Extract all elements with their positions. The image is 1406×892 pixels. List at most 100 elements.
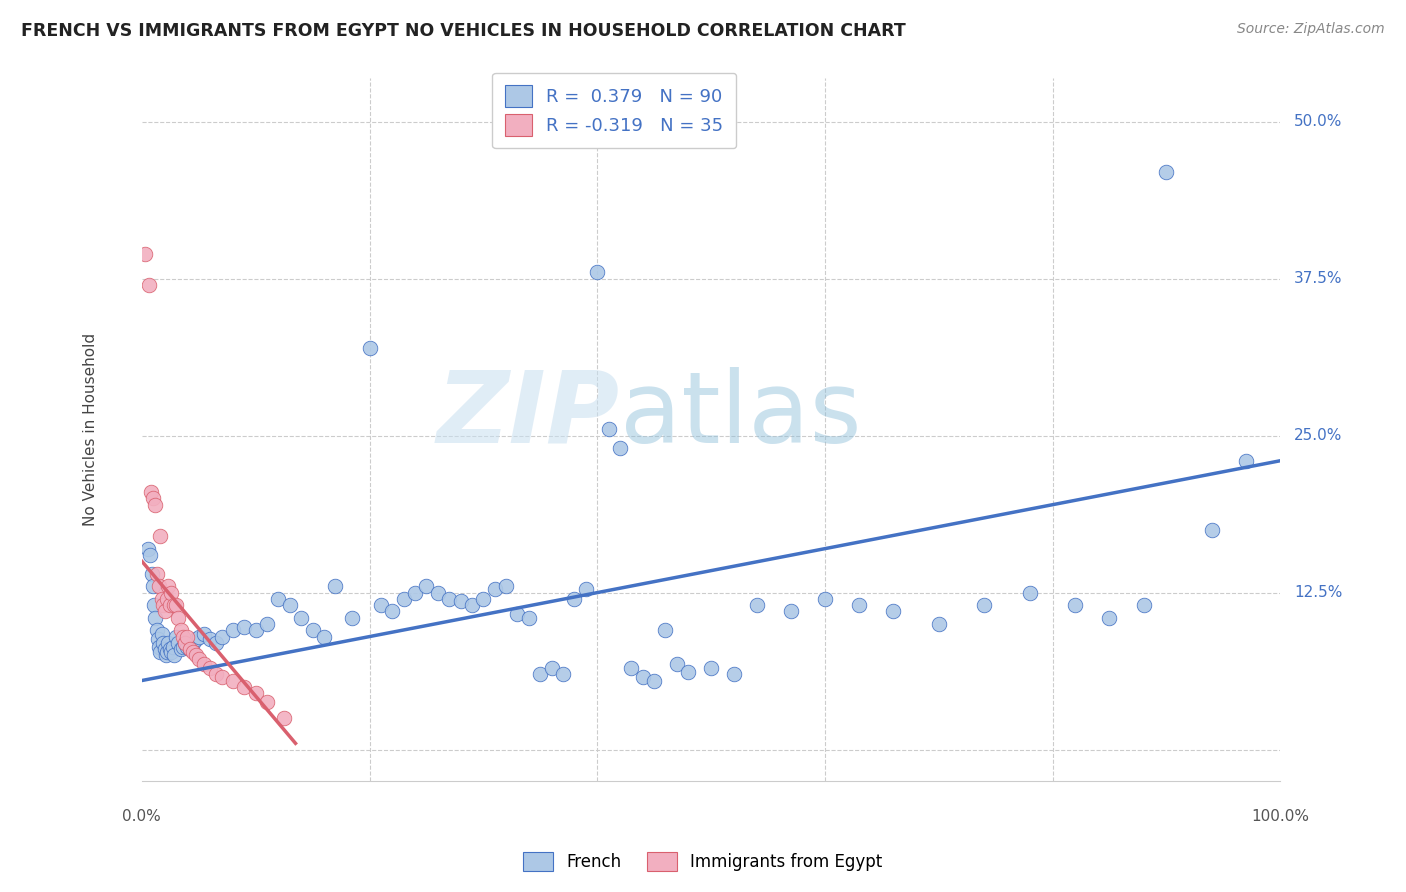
Point: [461, 598, 484, 612]
Text: 12.5%: 12.5%: [1294, 585, 1343, 600]
Point: [1156, 165, 1178, 179]
Point: [342, 611, 364, 625]
Point: [1098, 611, 1121, 625]
Point: [159, 642, 181, 657]
Point: [551, 667, 574, 681]
Point: [186, 632, 208, 646]
Point: [143, 598, 166, 612]
Point: [700, 661, 723, 675]
Point: [529, 667, 551, 681]
Point: [205, 636, 228, 650]
Point: [564, 591, 586, 606]
Point: [136, 541, 159, 556]
Point: [176, 630, 198, 644]
Point: [575, 582, 598, 596]
Point: [245, 624, 267, 638]
Point: [145, 498, 167, 512]
Text: 100.0%: 100.0%: [1251, 809, 1309, 824]
Point: [273, 711, 295, 725]
Point: [181, 636, 204, 650]
Point: [153, 642, 176, 657]
Point: [169, 642, 191, 657]
Point: [245, 686, 267, 700]
Point: [149, 529, 172, 543]
Point: [1132, 598, 1154, 612]
Point: [150, 627, 173, 641]
Point: [654, 624, 676, 638]
Point: [172, 640, 194, 654]
Point: [174, 636, 197, 650]
Point: [359, 341, 381, 355]
Point: [540, 661, 562, 675]
Point: [150, 591, 173, 606]
Point: [267, 591, 290, 606]
Point: [148, 579, 170, 593]
Point: [256, 617, 278, 632]
Point: [174, 636, 197, 650]
Point: [370, 598, 392, 612]
Point: [193, 627, 215, 641]
Point: [450, 594, 472, 608]
Point: [160, 585, 183, 599]
Point: [278, 598, 301, 612]
Point: [193, 657, 215, 672]
Point: [172, 630, 194, 644]
Text: No Vehicles in Household: No Vehicles in Household: [83, 333, 98, 526]
Point: [779, 604, 801, 618]
Point: [181, 645, 204, 659]
Point: [609, 441, 631, 455]
Point: [665, 657, 688, 672]
Point: [142, 491, 165, 506]
Text: FRENCH VS IMMIGRANTS FROM EGYPT NO VEHICLES IN HOUSEHOLD CORRELATION CHART: FRENCH VS IMMIGRANTS FROM EGYPT NO VEHIC…: [21, 22, 905, 40]
Point: [176, 640, 198, 654]
Point: [745, 598, 768, 612]
Point: [517, 611, 540, 625]
Point: [233, 680, 256, 694]
Point: [437, 591, 460, 606]
Point: [156, 579, 179, 593]
Text: 0.0%: 0.0%: [122, 809, 162, 824]
Point: [141, 566, 163, 581]
Point: [598, 422, 620, 436]
Point: [165, 598, 187, 612]
Point: [187, 630, 209, 644]
Point: [148, 640, 170, 654]
Point: [162, 640, 184, 654]
Point: [643, 673, 665, 688]
Point: [290, 611, 312, 625]
Point: [484, 582, 506, 596]
Point: [631, 670, 654, 684]
Point: [928, 617, 950, 632]
Point: [156, 636, 179, 650]
Point: [312, 630, 335, 644]
Point: [586, 265, 609, 279]
Point: [145, 566, 167, 581]
Point: [1234, 454, 1257, 468]
Point: [134, 246, 156, 260]
Point: [211, 670, 233, 684]
Legend: R =  0.379   N = 90, R = -0.319   N = 35: R = 0.379 N = 90, R = -0.319 N = 35: [492, 72, 737, 148]
Point: [973, 598, 995, 612]
Point: [233, 619, 256, 633]
Point: [145, 611, 167, 625]
Point: [723, 667, 745, 681]
Point: [426, 585, 449, 599]
Point: [222, 673, 245, 688]
Text: ZIP: ZIP: [437, 367, 620, 464]
Point: [1018, 585, 1040, 599]
Point: [495, 579, 517, 593]
Point: [848, 598, 870, 612]
Point: [187, 652, 209, 666]
Text: atlas: atlas: [620, 367, 862, 464]
Point: [163, 648, 186, 663]
Point: [814, 591, 837, 606]
Point: [211, 630, 233, 644]
Point: [138, 277, 160, 292]
Point: [169, 624, 191, 638]
Point: [222, 624, 245, 638]
Point: [139, 548, 162, 562]
Point: [153, 604, 176, 618]
Point: [198, 632, 221, 646]
Point: [325, 579, 347, 593]
Point: [152, 636, 174, 650]
